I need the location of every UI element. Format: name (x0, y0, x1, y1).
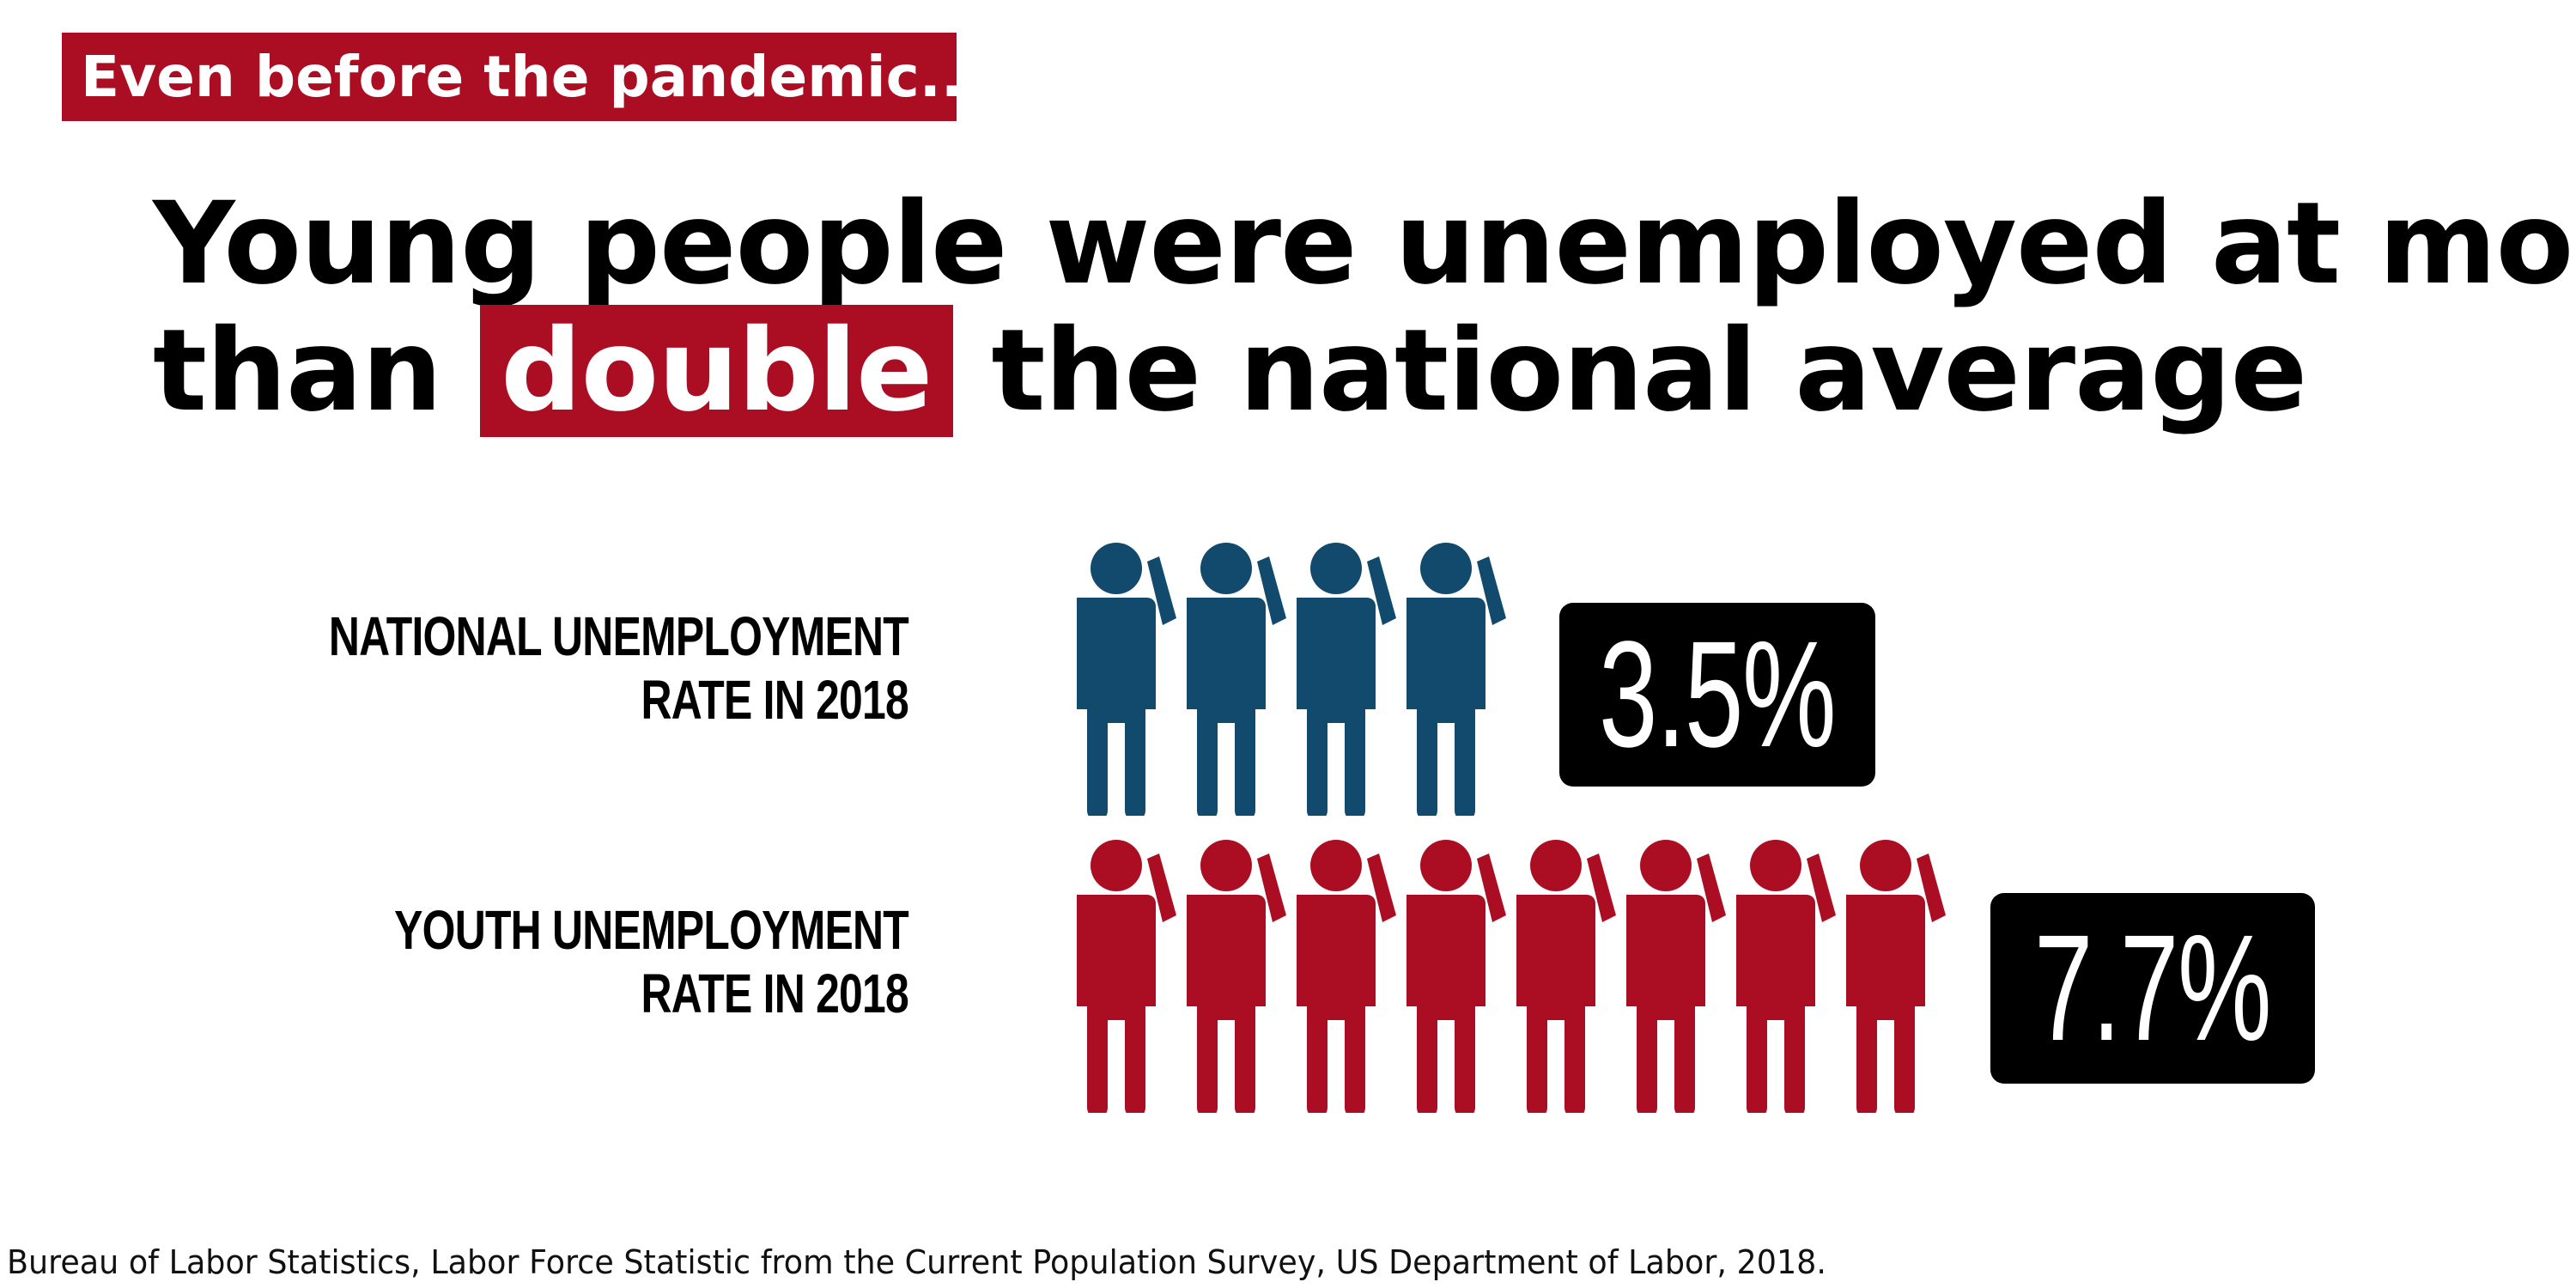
youth-person-icon-8 (1846, 840, 1946, 1113)
kicker-banner: Even before the pandemic... (62, 33, 984, 121)
youth-person-icon-6 (1626, 840, 1726, 1113)
national-value-box: 3.5% (1559, 603, 1875, 787)
headline: Young people were unemployed at more tha… (153, 178, 2576, 437)
national-person-icon-4 (1406, 543, 1506, 816)
national-label-line-1: NATIONAL UNEMPLOYMENT (328, 605, 909, 667)
national-label-line-2: RATE IN 2018 (641, 669, 908, 731)
youth-person-icon-2 (1187, 840, 1286, 1113)
headline-highlight: double (480, 305, 953, 437)
national-person-icon-1 (1077, 543, 1176, 816)
youth-person-icon-3 (1297, 840, 1396, 1113)
headline-line-2-end: the national average (991, 305, 2307, 437)
national-rate-label: NATIONAL UNEMPLOYMENT RATE IN 2018 (306, 605, 909, 732)
national-person-icon-2 (1187, 543, 1286, 816)
headline-line-2-start: than (153, 305, 442, 437)
youth-person-icon-4 (1406, 840, 1506, 1113)
youth-rate-label: YOUTH UNEMPLOYMENT RATE IN 2018 (306, 898, 909, 1025)
national-value: 3.5% (1599, 611, 1837, 779)
kicker-text: Even before the pandemic... (81, 44, 984, 110)
youth-person-icon-5 (1516, 840, 1616, 1113)
youth-person-icon-1 (1077, 840, 1176, 1113)
youth-label-line-2: RATE IN 2018 (641, 963, 908, 1024)
source-note: Bureau of Labor Statistics, Labor Force … (7, 1243, 1826, 1281)
youth-value-box: 7.7% (1990, 893, 2315, 1084)
youth-label-line-1: YOUTH UNEMPLOYMENT (394, 899, 909, 961)
national-person-icon-3 (1297, 543, 1396, 816)
youth-person-icon-7 (1736, 840, 1836, 1113)
youth-value: 7.7% (2034, 904, 2272, 1072)
headline-line-1: Young people were unemployed at more (153, 178, 2576, 310)
